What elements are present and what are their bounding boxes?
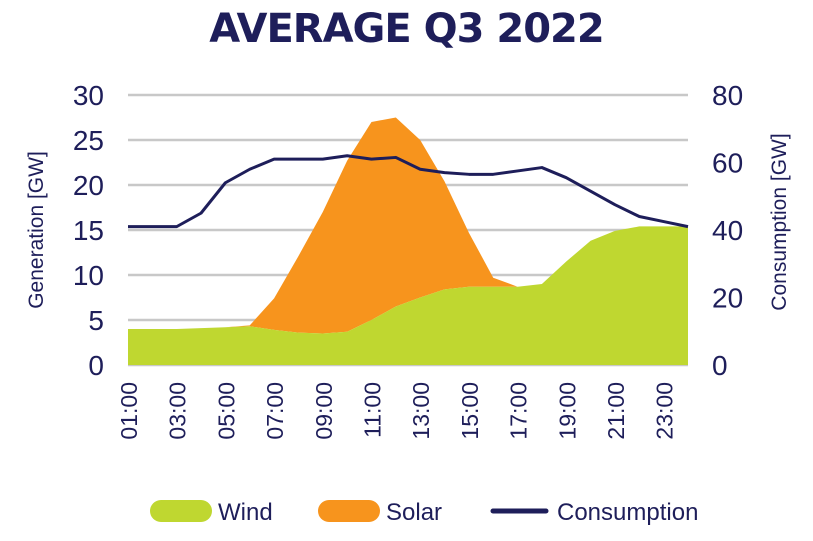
y-right-axis-title: Consumption [GW]: [768, 133, 791, 310]
wind-area: [128, 226, 688, 365]
solar-area: [128, 117, 688, 334]
y-left-axis-title: Generation [GW]: [25, 151, 48, 309]
legend-label-consumption: Consumption: [557, 499, 698, 526]
consumption-line: [128, 154, 689, 229]
x-tick-label: 05:00: [213, 382, 239, 440]
y-left-tick-label: 15: [73, 215, 104, 246]
x-tick-label: 19:00: [554, 382, 580, 440]
x-tick-label: 13:00: [408, 382, 434, 440]
x-tick-label: 17:00: [506, 382, 532, 440]
legend-label-solar: Solar: [386, 499, 442, 526]
x-tick-label: 09:00: [311, 382, 337, 440]
legend-swatch-solar: [318, 500, 380, 522]
y-left-tick-label: 5: [88, 305, 104, 336]
y-right-tick-label: 40: [712, 215, 743, 246]
x-tick-label: 01:00: [116, 382, 142, 440]
y-left-tick-label: 10: [73, 260, 104, 291]
y-right-tick-label: 60: [712, 148, 743, 179]
x-tick-label: 23:00: [652, 382, 678, 440]
y-right-tick-label: 0: [712, 350, 728, 381]
y-left-tick-label: 25: [73, 125, 104, 156]
y-left-tick-label: 20: [73, 170, 104, 201]
x-tick-label: 07:00: [262, 382, 288, 440]
chart-title: AVERAGE Q3 2022: [209, 6, 604, 52]
x-tick-label: 03:00: [165, 382, 191, 440]
x-tick-label: 21:00: [603, 382, 629, 440]
y-left-tick-label: 30: [73, 80, 104, 111]
x-tick-label: 11:00: [359, 382, 385, 438]
y-right-tick-label: 80: [712, 80, 743, 111]
y-right-tick-label: 20: [712, 283, 743, 314]
legend-swatch-wind: [150, 500, 212, 522]
legend-label-wind: Wind: [218, 499, 273, 526]
y-left-tick-label: 0: [88, 350, 104, 381]
x-tick-label: 15:00: [457, 382, 483, 440]
